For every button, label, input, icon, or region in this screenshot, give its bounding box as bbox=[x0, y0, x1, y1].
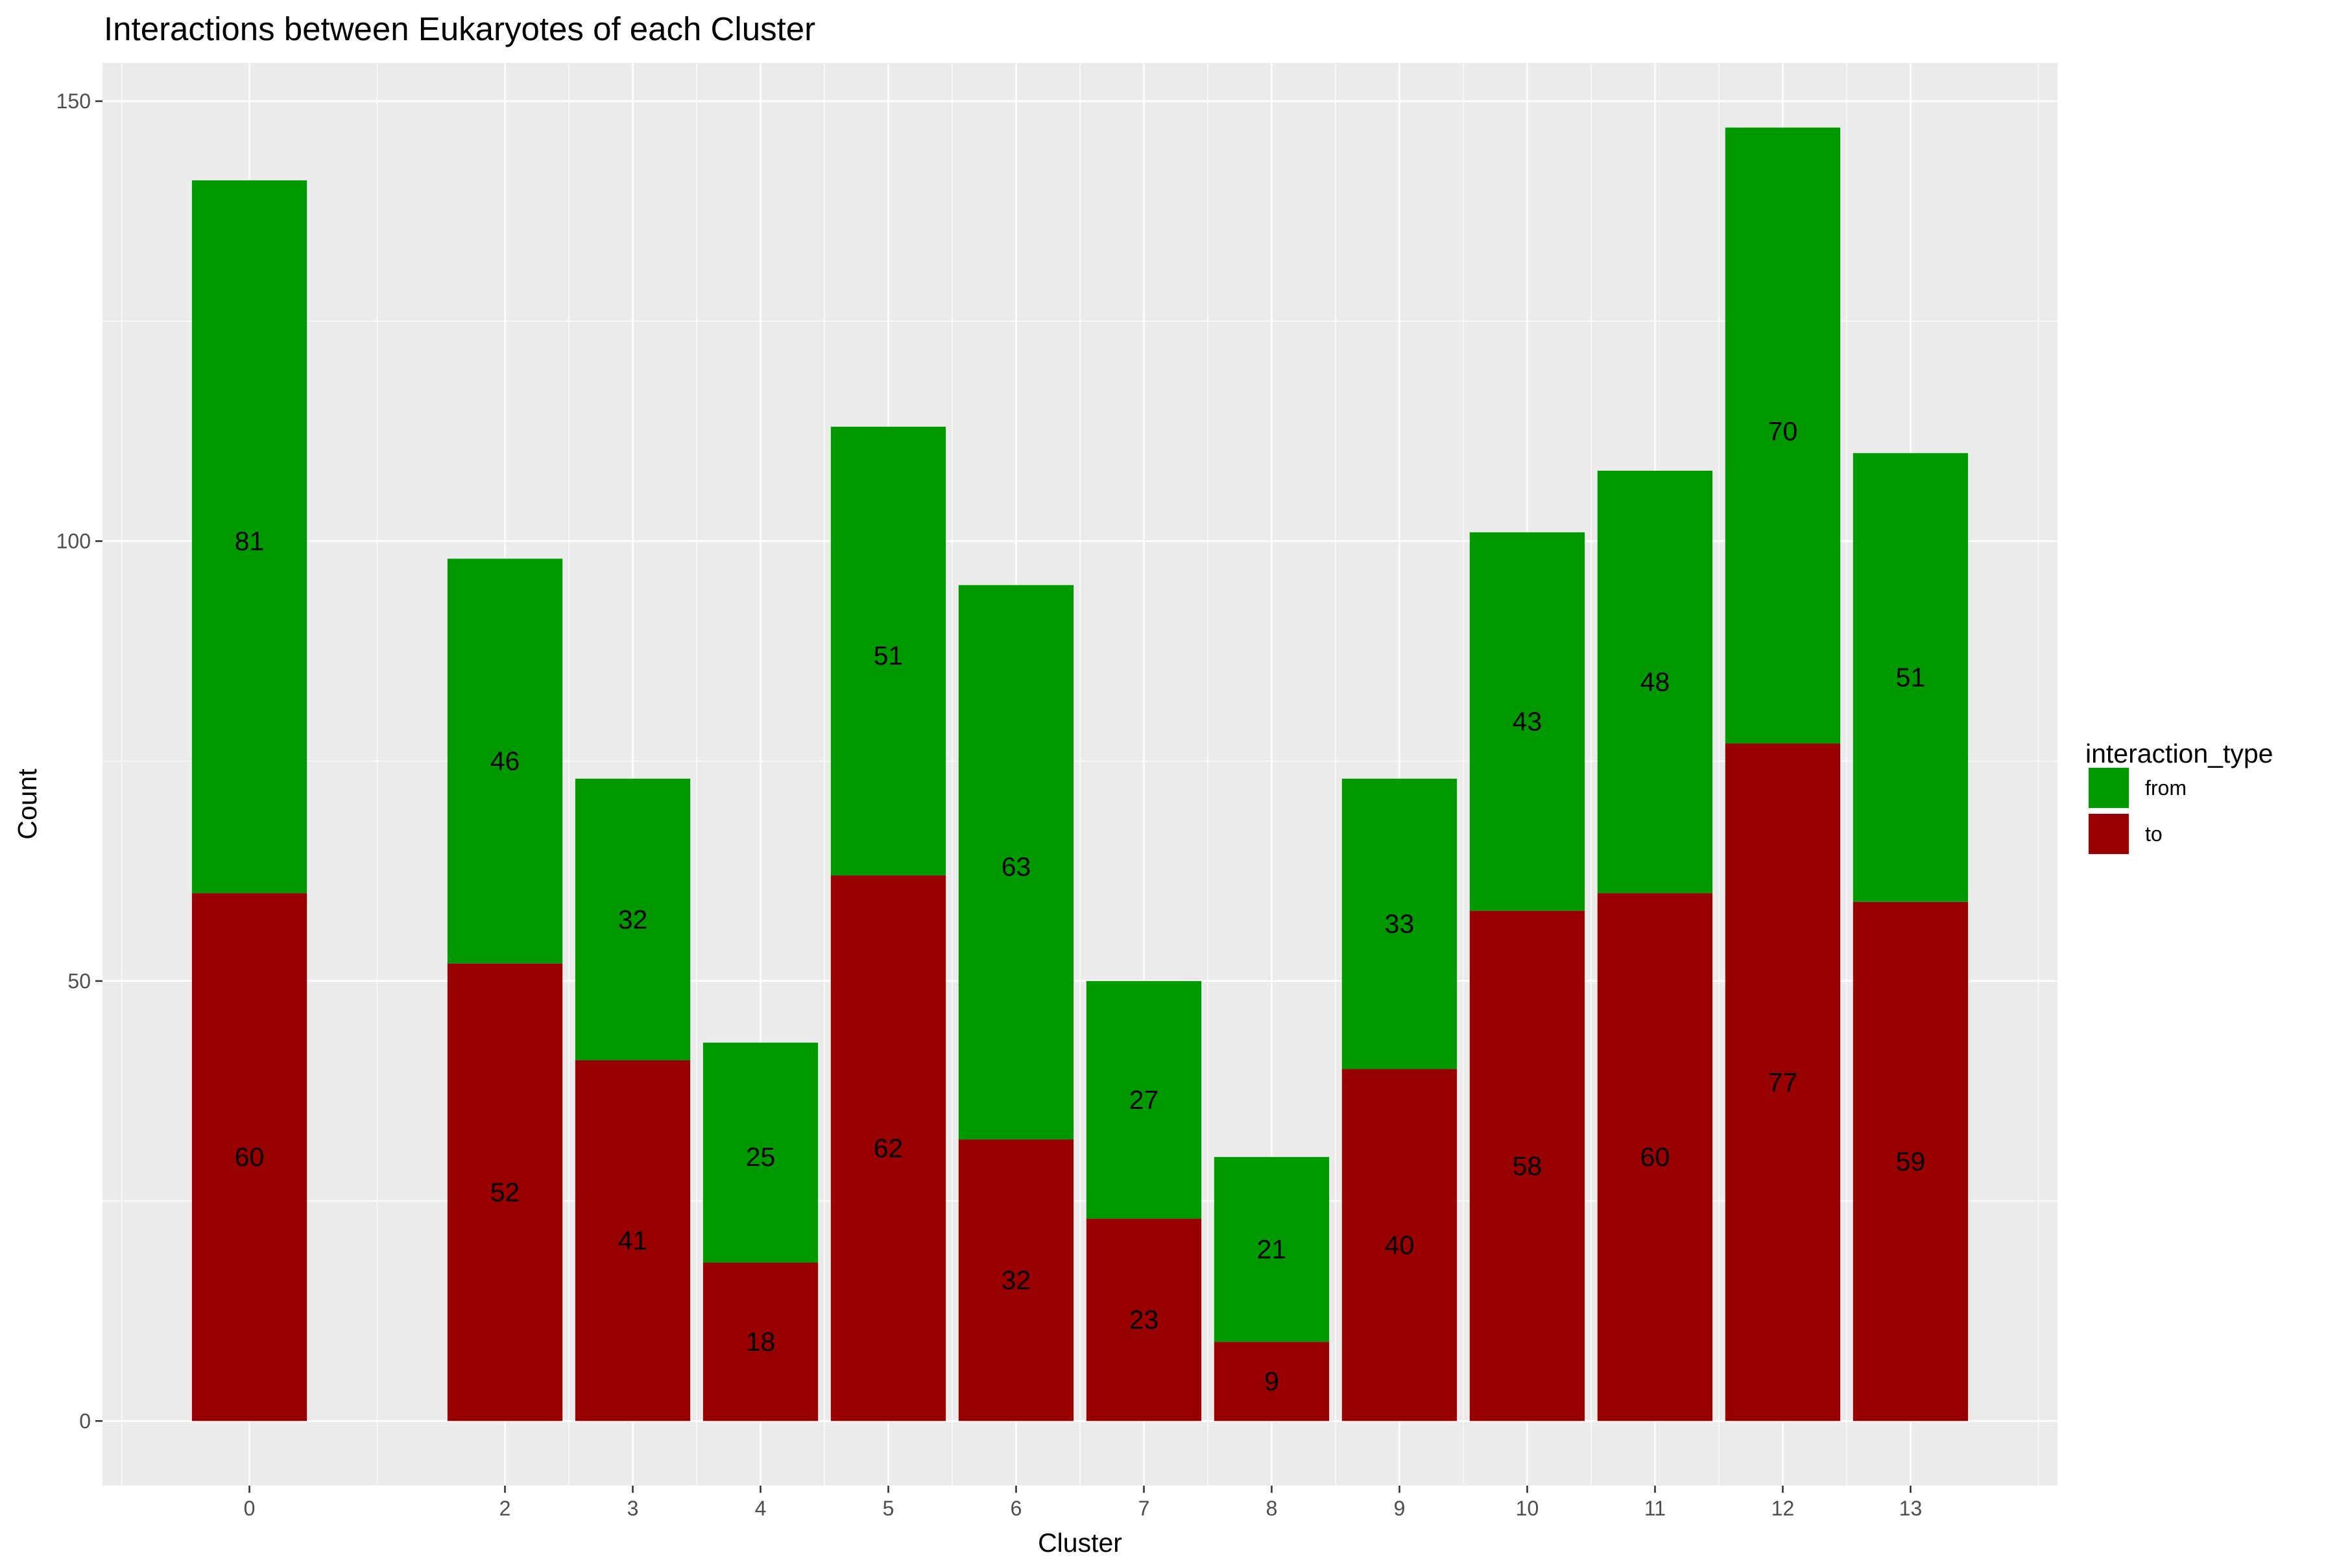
x-tick-label: 4 bbox=[755, 1497, 767, 1520]
data-label-from: 51 bbox=[874, 641, 904, 671]
x-tick-label: 2 bbox=[499, 1497, 511, 1520]
data-label-to: 52 bbox=[490, 1177, 520, 1207]
data-label-to: 41 bbox=[618, 1226, 648, 1255]
x-tick-label: 13 bbox=[1899, 1497, 1923, 1520]
bar-to-cluster-3 bbox=[575, 1060, 691, 1421]
x-tick-label: 11 bbox=[1644, 1497, 1666, 1520]
bar-from-cluster-4 bbox=[702, 1042, 819, 1263]
data-label-from: 32 bbox=[618, 905, 648, 934]
bar-to-cluster-8 bbox=[1214, 1342, 1330, 1421]
bar-to-cluster-9 bbox=[1341, 1069, 1457, 1421]
data-label-from: 48 bbox=[1640, 667, 1670, 697]
x-tick-label: 0 bbox=[244, 1497, 256, 1520]
data-label-to: 59 bbox=[1896, 1146, 1926, 1176]
data-label-from: 51 bbox=[1896, 663, 1926, 693]
bar-to-cluster-0 bbox=[191, 893, 307, 1421]
y-tick-label: 150 bbox=[56, 89, 91, 113]
data-label-to: 77 bbox=[1768, 1067, 1798, 1097]
bar-from-cluster-9 bbox=[1341, 778, 1457, 1069]
bar-from-cluster-12 bbox=[1725, 127, 1841, 744]
chart-title: Interactions between Eukaryotes of each … bbox=[104, 10, 815, 47]
bar-from-cluster-2 bbox=[447, 558, 563, 964]
bar-to-cluster-12 bbox=[1725, 743, 1841, 1421]
bar-to-cluster-4 bbox=[702, 1263, 819, 1421]
data-label-to: 58 bbox=[1513, 1151, 1542, 1181]
data-label-to: 60 bbox=[235, 1142, 265, 1172]
data-label-to: 9 bbox=[1264, 1366, 1279, 1396]
legend-key-from bbox=[2089, 768, 2129, 808]
data-label-to: 60 bbox=[1640, 1142, 1670, 1172]
bar-from-cluster-6 bbox=[958, 585, 1074, 1140]
data-label-from: 43 bbox=[1513, 707, 1542, 737]
data-label-from: 21 bbox=[1257, 1235, 1287, 1265]
data-label-to: 18 bbox=[746, 1327, 776, 1357]
bar-from-cluster-8 bbox=[1214, 1157, 1330, 1342]
data-label-from: 70 bbox=[1768, 416, 1798, 446]
x-tick-label: 7 bbox=[1138, 1497, 1150, 1520]
y-tick-label: 100 bbox=[56, 529, 91, 552]
bar-from-cluster-7 bbox=[1086, 980, 1202, 1219]
bar-to-cluster-10 bbox=[1469, 910, 1585, 1421]
data-label-from: 27 bbox=[1129, 1085, 1159, 1115]
data-label-from: 25 bbox=[746, 1142, 776, 1172]
legend-label-to: to bbox=[2145, 822, 2163, 846]
data-label-from: 46 bbox=[490, 746, 520, 776]
x-tick-label: 12 bbox=[1771, 1497, 1795, 1520]
data-label-to: 23 bbox=[1129, 1305, 1159, 1335]
bar-to-cluster-11 bbox=[1597, 893, 1713, 1421]
bar-to-cluster-6 bbox=[958, 1139, 1074, 1421]
bar-to-cluster-13 bbox=[1853, 901, 1969, 1421]
legend-key-to bbox=[2089, 814, 2129, 854]
data-label-from: 33 bbox=[1385, 909, 1415, 939]
bar-from-cluster-11 bbox=[1597, 470, 1713, 894]
bar-from-cluster-10 bbox=[1469, 532, 1585, 911]
legend-label-from: from bbox=[2145, 776, 2187, 800]
x-tick-label: 6 bbox=[1011, 1497, 1022, 1520]
data-label-to: 62 bbox=[874, 1134, 904, 1163]
bar-from-cluster-3 bbox=[575, 778, 691, 1060]
y-axis-title: Count bbox=[12, 768, 42, 840]
data-label-to: 40 bbox=[1385, 1230, 1415, 1260]
data-label-from: 63 bbox=[1002, 851, 1031, 881]
y-tick-label: 0 bbox=[79, 1409, 91, 1432]
bar-from-cluster-13 bbox=[1853, 453, 1969, 902]
y-tick-label: 50 bbox=[67, 969, 91, 993]
bar-to-cluster-5 bbox=[830, 875, 946, 1421]
x-tick-label: 3 bbox=[627, 1497, 639, 1520]
bar-to-cluster-2 bbox=[447, 963, 563, 1421]
bar-to-cluster-7 bbox=[1086, 1218, 1202, 1421]
x-tick-label: 8 bbox=[1266, 1497, 1278, 1520]
data-label-to: 32 bbox=[1002, 1265, 1031, 1295]
x-tick-label: 9 bbox=[1394, 1497, 1406, 1520]
x-axis-title: Cluster bbox=[1038, 1528, 1122, 1558]
x-tick-label: 10 bbox=[1516, 1497, 1539, 1520]
x-tick-label: 5 bbox=[883, 1497, 894, 1520]
bar-from-cluster-0 bbox=[191, 180, 307, 894]
bar-from-cluster-5 bbox=[830, 427, 946, 876]
legend-title: interaction_type bbox=[2085, 739, 2273, 768]
data-label-from: 81 bbox=[235, 526, 265, 556]
